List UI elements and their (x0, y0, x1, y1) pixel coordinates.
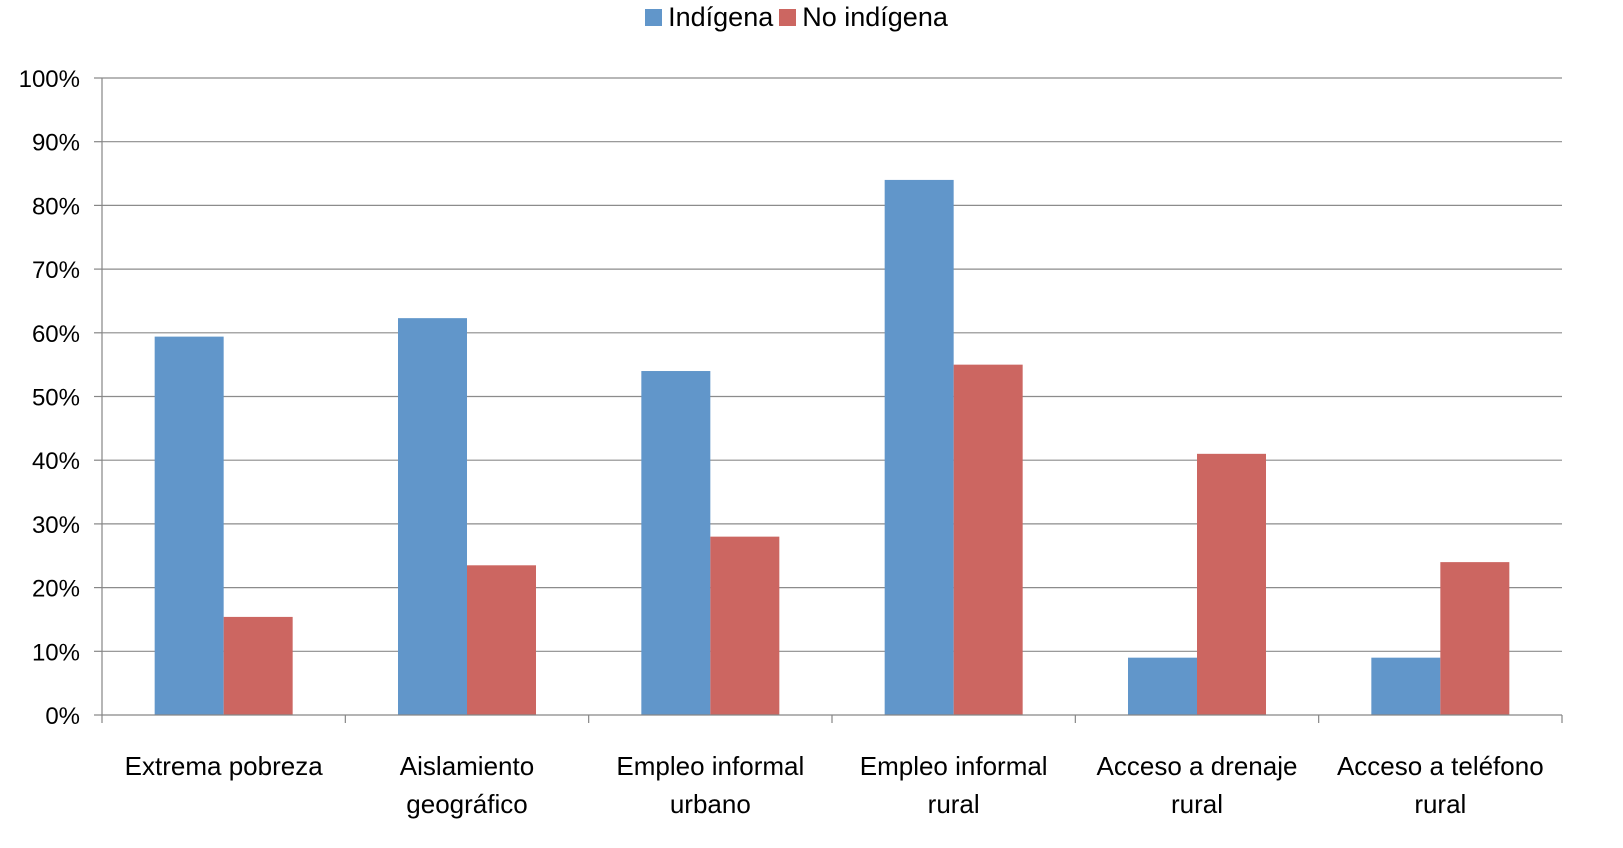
x-category-label: Aislamiento geográfico (400, 751, 534, 819)
x-category-label-line: Extrema pobreza (125, 751, 324, 781)
gridlines (102, 77, 1562, 652)
x-category-label-line: Aislamiento (400, 751, 534, 781)
y-tick-label: 10% (32, 639, 80, 666)
y-tick-label: 70% (32, 257, 80, 284)
y-tick-label: 60% (32, 321, 80, 348)
x-category-label-line: rural (928, 789, 980, 819)
x-category-label-line: geográfico (406, 789, 527, 819)
y-tick-label: 50% (32, 385, 80, 412)
bar-indigena (154, 336, 224, 715)
bar-no-indigena (953, 364, 1023, 715)
x-category-label: Extrema pobreza (125, 751, 324, 781)
x-category-label-line: rural (1171, 789, 1223, 819)
x-category-label-line: urbano (670, 789, 751, 819)
bar-no-indigena (1197, 453, 1266, 715)
x-category-label: Acceso a drenaje rural (1097, 751, 1298, 819)
x-category-label-line: Acceso a teléfono (1337, 751, 1544, 781)
axis-labels: 0% 10% 20% 30% 40% 50% 60% 70% 80% 90% 100% Extrema… (19, 66, 1544, 819)
bar-no-indigena (1440, 562, 1510, 715)
bar-indigena (1371, 657, 1441, 715)
bar-no-indigena (467, 565, 536, 715)
y-tick-label: 30% (32, 512, 80, 539)
legend: Indígena No indígena (0, 2, 1623, 33)
legend-label-no-indigena: No indígena (802, 2, 948, 32)
axes (94, 77, 1563, 723)
legend-swatch-indigena (645, 9, 663, 26)
x-category-label: Empleo informal urbano (616, 751, 804, 819)
y-tick-label: 80% (32, 193, 80, 220)
x-category-label-line: Empleo informal (860, 751, 1048, 781)
bar-indigena (398, 318, 467, 715)
bar-indigena (641, 371, 711, 715)
y-tick-label: 0% (45, 703, 80, 730)
x-category-label-line: Acceso a drenaje (1097, 751, 1298, 781)
bar-indigena (884, 179, 954, 716)
x-category-label-line: rural (1414, 789, 1466, 819)
bars (154, 179, 1510, 716)
legend-label-indigena: Indígena (668, 2, 774, 32)
y-tick-label: 40% (32, 448, 80, 475)
bar-no-indigena (710, 536, 780, 715)
y-tick-label: 100% (19, 66, 80, 93)
y-tick-label: 20% (32, 576, 80, 603)
y-tick-label: 90% (32, 130, 80, 157)
legend-item-indigena: Indígena (645, 2, 773, 33)
x-category-label: Empleo informal rural (860, 751, 1048, 819)
x-category-label-line: Empleo informal (616, 751, 804, 781)
x-category-label: Acceso a teléfono rural (1337, 751, 1544, 819)
legend-item-no-indigena: No indígena (779, 2, 948, 33)
bar-no-indigena (223, 616, 293, 715)
bar-indigena (1128, 657, 1197, 715)
legend-swatch-no-indigena (779, 9, 797, 26)
